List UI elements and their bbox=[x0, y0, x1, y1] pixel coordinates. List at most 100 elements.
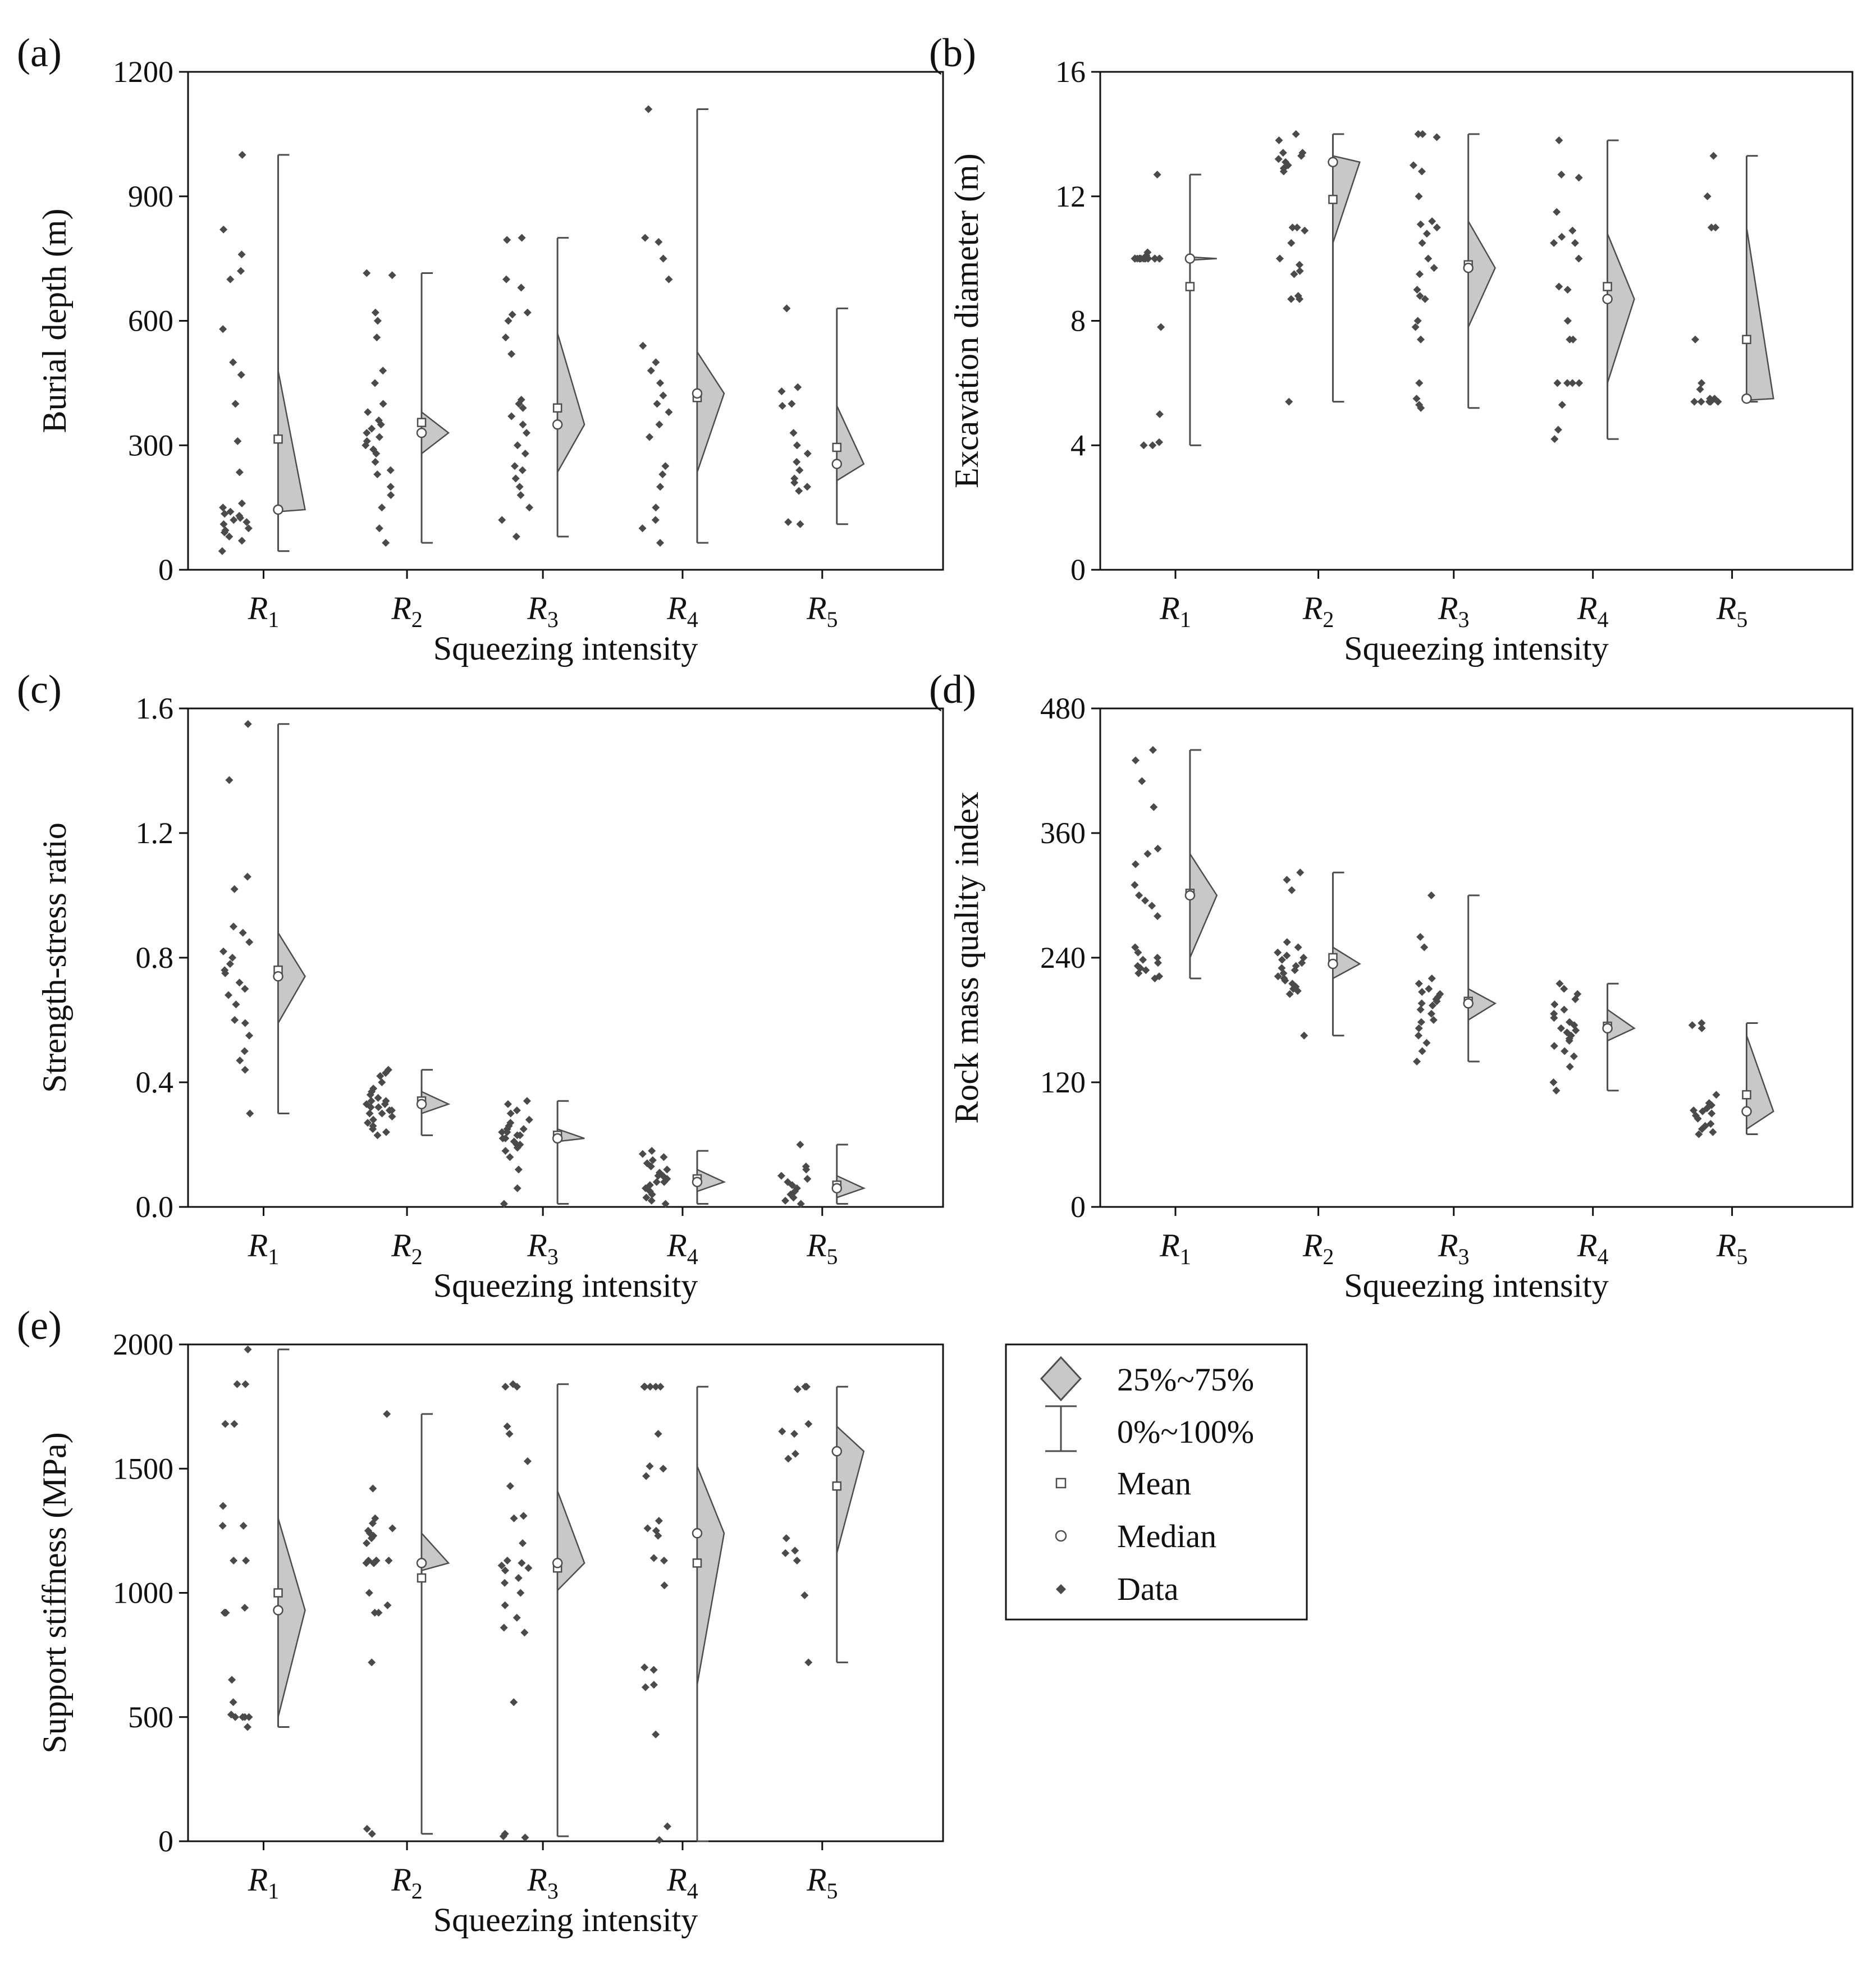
x-tick-label: R2 bbox=[1302, 1227, 1334, 1269]
x-tick-label-base: R bbox=[391, 1227, 411, 1264]
x-tick-label: R2 bbox=[1302, 590, 1334, 632]
y-tick-label: 4 bbox=[1070, 428, 1086, 462]
data-point bbox=[1296, 868, 1305, 877]
data-point bbox=[1712, 1091, 1721, 1099]
group-R4 bbox=[1550, 136, 1635, 443]
data-point bbox=[515, 400, 523, 408]
median-marker bbox=[273, 971, 283, 982]
data-point bbox=[1137, 254, 1145, 263]
x-tick-label: R1 bbox=[248, 1861, 279, 1904]
data-point bbox=[219, 325, 227, 333]
data-point bbox=[513, 1143, 521, 1152]
x-tick-label-base: R bbox=[248, 1227, 268, 1264]
x-tick-label-base: R bbox=[391, 590, 411, 626]
median-marker bbox=[1741, 393, 1752, 404]
data-point bbox=[521, 450, 529, 458]
data-point bbox=[1300, 1031, 1308, 1040]
data-point bbox=[499, 1832, 507, 1841]
data-point bbox=[519, 1125, 528, 1133]
y-tick-label: 0.8 bbox=[136, 941, 174, 975]
data-point bbox=[803, 1175, 812, 1183]
data-point bbox=[374, 1103, 383, 1111]
iqr-half-diamond bbox=[696, 349, 725, 473]
data-point bbox=[388, 271, 396, 280]
data-point bbox=[1154, 844, 1162, 853]
data-point bbox=[1568, 379, 1577, 387]
data-point bbox=[367, 1534, 376, 1543]
data-point bbox=[1274, 972, 1282, 981]
x-tick-label-subscript: 2 bbox=[1323, 607, 1334, 632]
x-axis-title: Squeezing intensity bbox=[1344, 1267, 1609, 1304]
data-point bbox=[379, 367, 387, 375]
data-point bbox=[1694, 1114, 1702, 1123]
median-marker bbox=[416, 1558, 427, 1568]
group-R2 bbox=[362, 269, 450, 547]
data-point bbox=[370, 1559, 378, 1567]
data-point bbox=[654, 1531, 662, 1540]
data-point bbox=[374, 1094, 382, 1102]
data-point bbox=[365, 1589, 373, 1597]
data-point bbox=[378, 504, 386, 512]
data-point bbox=[1690, 397, 1699, 406]
data-point bbox=[1427, 975, 1436, 982]
data-point bbox=[1134, 948, 1142, 957]
data-point bbox=[366, 1091, 374, 1099]
data-point bbox=[506, 1482, 514, 1490]
data-point bbox=[230, 1556, 238, 1565]
group-R4 bbox=[1549, 980, 1636, 1095]
data-point bbox=[1274, 155, 1283, 163]
data-point bbox=[1433, 133, 1441, 141]
data-point bbox=[781, 1196, 789, 1205]
x-tick-label-base: R bbox=[1302, 1227, 1323, 1264]
group-R2 bbox=[362, 1410, 450, 1838]
x-tick-label: R3 bbox=[1438, 590, 1469, 632]
x-tick-label: R5 bbox=[1716, 590, 1747, 632]
data-point bbox=[1696, 385, 1704, 394]
y-tick-label: 360 bbox=[1040, 816, 1086, 850]
data-point bbox=[1412, 395, 1421, 403]
x-tick-label: R4 bbox=[666, 1227, 698, 1269]
data-point bbox=[1698, 1125, 1706, 1133]
x-tick-label-base: R bbox=[527, 1861, 547, 1898]
data-point bbox=[1419, 130, 1427, 138]
data-point bbox=[376, 1072, 385, 1080]
data-point bbox=[225, 532, 234, 541]
y-tick-label: 120 bbox=[1040, 1065, 1086, 1099]
data-point bbox=[1422, 230, 1431, 238]
median-marker bbox=[1328, 157, 1338, 168]
data-point bbox=[378, 1109, 386, 1118]
data-point bbox=[647, 1196, 656, 1205]
data-point bbox=[1409, 161, 1417, 170]
x-tick-label: R5 bbox=[1716, 1227, 1747, 1269]
data-point bbox=[640, 1383, 648, 1391]
data-point bbox=[1293, 987, 1302, 995]
group-R5 bbox=[778, 1383, 865, 1667]
data-point bbox=[1688, 1021, 1696, 1030]
data-point bbox=[519, 404, 527, 412]
data-point bbox=[1695, 1130, 1703, 1138]
x-tick-label: R3 bbox=[527, 1861, 558, 1904]
data-point bbox=[1557, 1024, 1566, 1032]
data-point bbox=[1293, 223, 1301, 232]
data-point bbox=[513, 1613, 521, 1622]
data-point bbox=[242, 518, 251, 526]
data-point bbox=[649, 1666, 658, 1674]
data-point bbox=[510, 1698, 518, 1707]
data-point bbox=[652, 1178, 661, 1186]
data-point bbox=[241, 985, 249, 993]
y-tick-label: 2000 bbox=[113, 1328, 173, 1361]
data-point bbox=[368, 1829, 376, 1838]
mean-marker bbox=[273, 434, 283, 444]
x-tick-label-base: R bbox=[666, 1861, 687, 1898]
data-point bbox=[1278, 955, 1286, 964]
data-point bbox=[1697, 379, 1706, 387]
data-point bbox=[245, 1031, 254, 1040]
median-marker bbox=[552, 419, 563, 430]
data-point bbox=[363, 429, 371, 437]
median-marker bbox=[1602, 1023, 1613, 1034]
data-point bbox=[660, 1556, 668, 1565]
x-tick-label: R4 bbox=[1577, 590, 1608, 632]
x-tick-label-base: R bbox=[391, 1861, 411, 1898]
data-point bbox=[506, 1153, 514, 1161]
x-tick-label-base: R bbox=[1438, 1227, 1458, 1264]
